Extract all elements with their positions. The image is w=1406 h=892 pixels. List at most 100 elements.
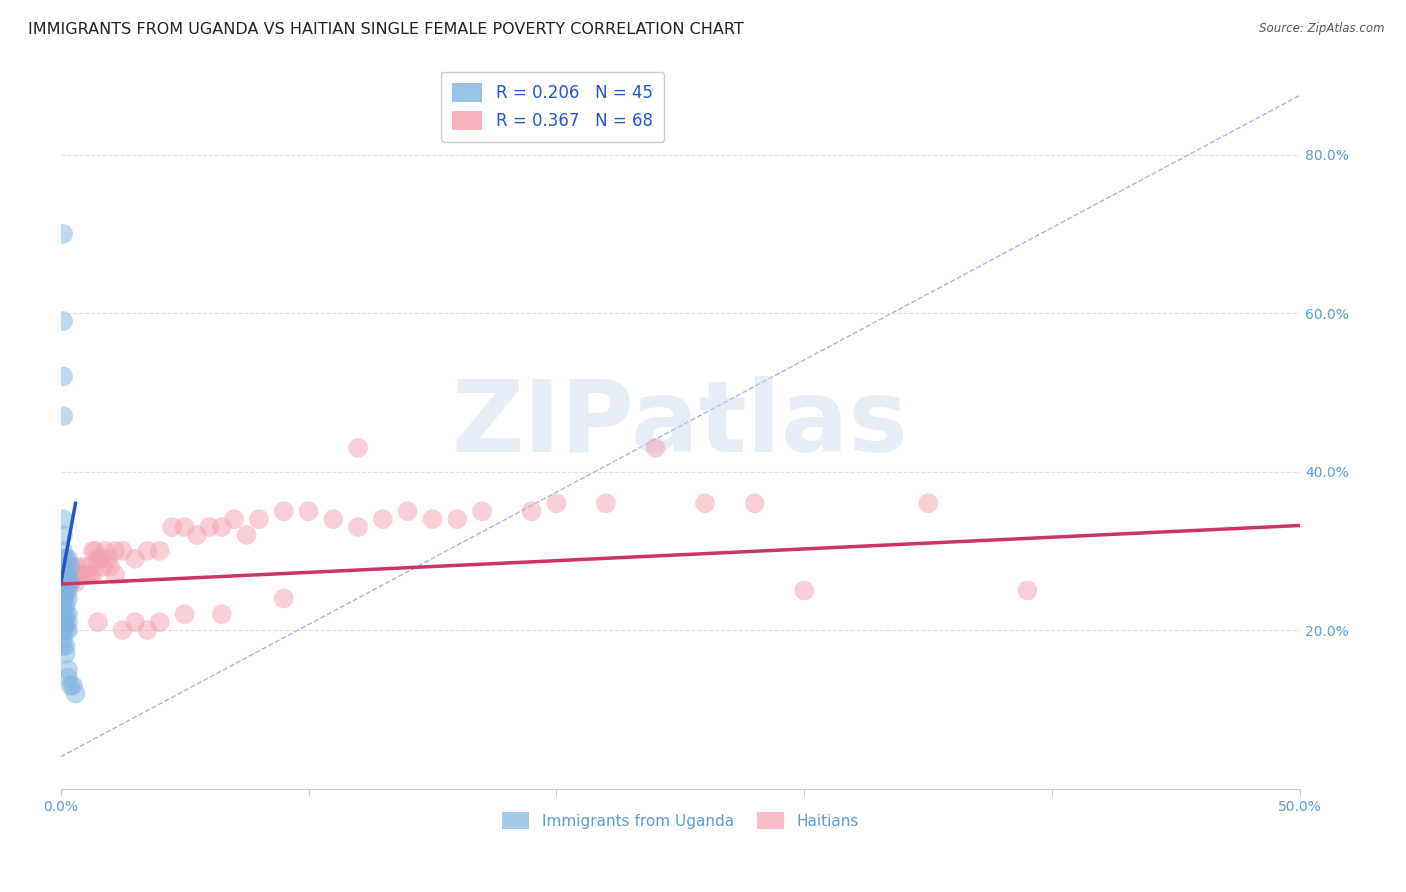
Point: [82, 544, 104, 558]
Point: [55, 559, 77, 574]
Point: [75, 567, 97, 582]
Point: [211, 607, 233, 622]
Point: [273, 591, 295, 606]
Point: [322, 512, 344, 526]
Point: [59, 575, 82, 590]
Point: [87, 551, 110, 566]
Text: ZIPatlas: ZIPatlas: [451, 376, 908, 473]
Point: [55, 567, 77, 582]
Point: [104, 567, 127, 582]
Point: [91, 559, 114, 574]
Point: [62, 567, 84, 582]
Point: [52, 227, 75, 241]
Point: [65, 575, 87, 590]
Point: [56, 575, 79, 590]
Point: [52, 599, 75, 614]
Point: [52, 559, 75, 574]
Point: [98, 559, 121, 574]
Point: [644, 441, 666, 455]
Point: [111, 623, 134, 637]
Point: [59, 559, 82, 574]
Point: [52, 544, 75, 558]
Point: [52, 567, 75, 582]
Point: [59, 679, 82, 693]
Point: [69, 567, 91, 582]
Point: [52, 639, 75, 653]
Point: [62, 679, 84, 693]
Point: [917, 496, 939, 510]
Point: [59, 575, 82, 590]
Point: [52, 623, 75, 637]
Point: [52, 409, 75, 424]
Point: [72, 559, 94, 574]
Point: [52, 575, 75, 590]
Point: [89, 551, 111, 566]
Point: [56, 607, 79, 622]
Text: Source: ZipAtlas.com: Source: ZipAtlas.com: [1260, 22, 1385, 36]
Point: [371, 512, 394, 526]
Point: [446, 512, 468, 526]
Legend: Immigrants from Uganda, Haitians: Immigrants from Uganda, Haitians: [496, 805, 865, 836]
Point: [52, 528, 75, 542]
Point: [173, 607, 195, 622]
Point: [111, 544, 134, 558]
Point: [546, 496, 568, 510]
Point: [87, 615, 110, 629]
Point: [52, 512, 75, 526]
Point: [211, 520, 233, 534]
Point: [77, 567, 100, 582]
Point: [59, 567, 82, 582]
Point: [52, 369, 75, 384]
Point: [744, 496, 766, 510]
Point: [55, 599, 77, 614]
Point: [520, 504, 543, 518]
Point: [149, 544, 172, 558]
Point: [56, 671, 79, 685]
Point: [186, 528, 208, 542]
Point: [422, 512, 444, 526]
Point: [84, 544, 107, 558]
Point: [104, 544, 127, 558]
Point: [273, 504, 295, 518]
Point: [56, 575, 79, 590]
Point: [595, 496, 617, 510]
Point: [173, 520, 195, 534]
Point: [65, 686, 87, 700]
Point: [793, 583, 815, 598]
Point: [198, 520, 221, 534]
Point: [97, 551, 120, 566]
Point: [56, 615, 79, 629]
Point: [56, 567, 79, 582]
Point: [695, 496, 717, 510]
Point: [396, 504, 419, 518]
Point: [124, 615, 146, 629]
Point: [55, 647, 77, 661]
Point: [55, 575, 77, 590]
Point: [52, 567, 75, 582]
Point: [79, 559, 101, 574]
Point: [52, 615, 75, 629]
Point: [347, 441, 370, 455]
Point: [55, 551, 77, 566]
Point: [65, 559, 87, 574]
Point: [1017, 583, 1039, 598]
Text: IMMIGRANTS FROM UGANDA VS HAITIAN SINGLE FEMALE POVERTY CORRELATION CHART: IMMIGRANTS FROM UGANDA VS HAITIAN SINGLE…: [28, 22, 744, 37]
Point: [55, 623, 77, 637]
Point: [56, 623, 79, 637]
Point: [55, 615, 77, 629]
Point: [52, 583, 75, 598]
Point: [52, 551, 75, 566]
Point: [55, 591, 77, 606]
Point: [55, 607, 77, 622]
Point: [56, 663, 79, 677]
Point: [52, 607, 75, 622]
Point: [66, 567, 89, 582]
Point: [52, 575, 75, 590]
Point: [82, 567, 104, 582]
Point: [52, 591, 75, 606]
Point: [56, 591, 79, 606]
Point: [124, 551, 146, 566]
Point: [297, 504, 319, 518]
Point: [347, 520, 370, 534]
Point: [224, 512, 246, 526]
